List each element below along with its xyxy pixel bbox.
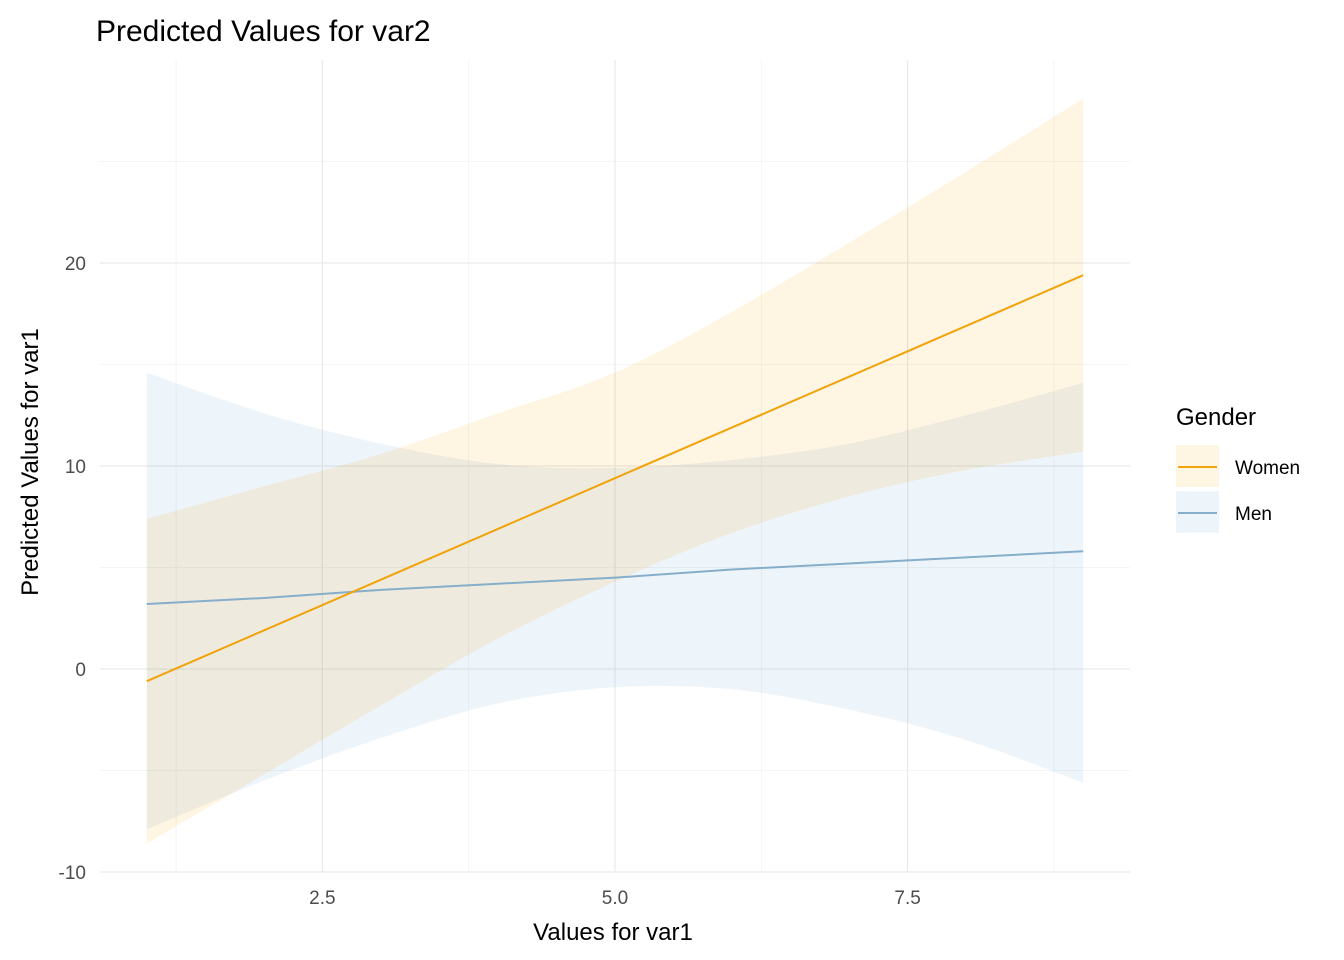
x-axis-title: Values for var1 [533, 919, 693, 946]
legend-title: Gender [1176, 404, 1256, 431]
x-tick-label: 5.0 [602, 888, 628, 909]
x-tick-label: 2.5 [309, 888, 335, 909]
y-tick-label: 10 [65, 457, 86, 478]
line-men [146, 550, 1084, 606]
y-tick-label: 20 [65, 254, 86, 275]
legend: Gender Women Men [1176, 404, 1300, 533]
ribbon-women [146, 98, 1084, 844]
chart-title: Predicted Values for var2 [96, 15, 431, 48]
legend-item-men: Men [1176, 491, 1272, 533]
series-lines [146, 274, 1084, 683]
legend-label: Women [1235, 458, 1300, 479]
y-axis-title: Predicted Values for var1 [17, 328, 44, 596]
legend-item-women: Women [1176, 445, 1300, 487]
legend-label: Men [1235, 504, 1272, 525]
axis-tick-labels: 2.5 5.0 7.5 -10 0 10 20 [59, 254, 921, 909]
y-tick-label: -10 [59, 863, 86, 884]
confidence-ribbons [146, 98, 1084, 844]
line-women [146, 274, 1084, 683]
x-tick-label: 7.5 [894, 888, 920, 909]
y-tick-label: 0 [75, 660, 86, 681]
